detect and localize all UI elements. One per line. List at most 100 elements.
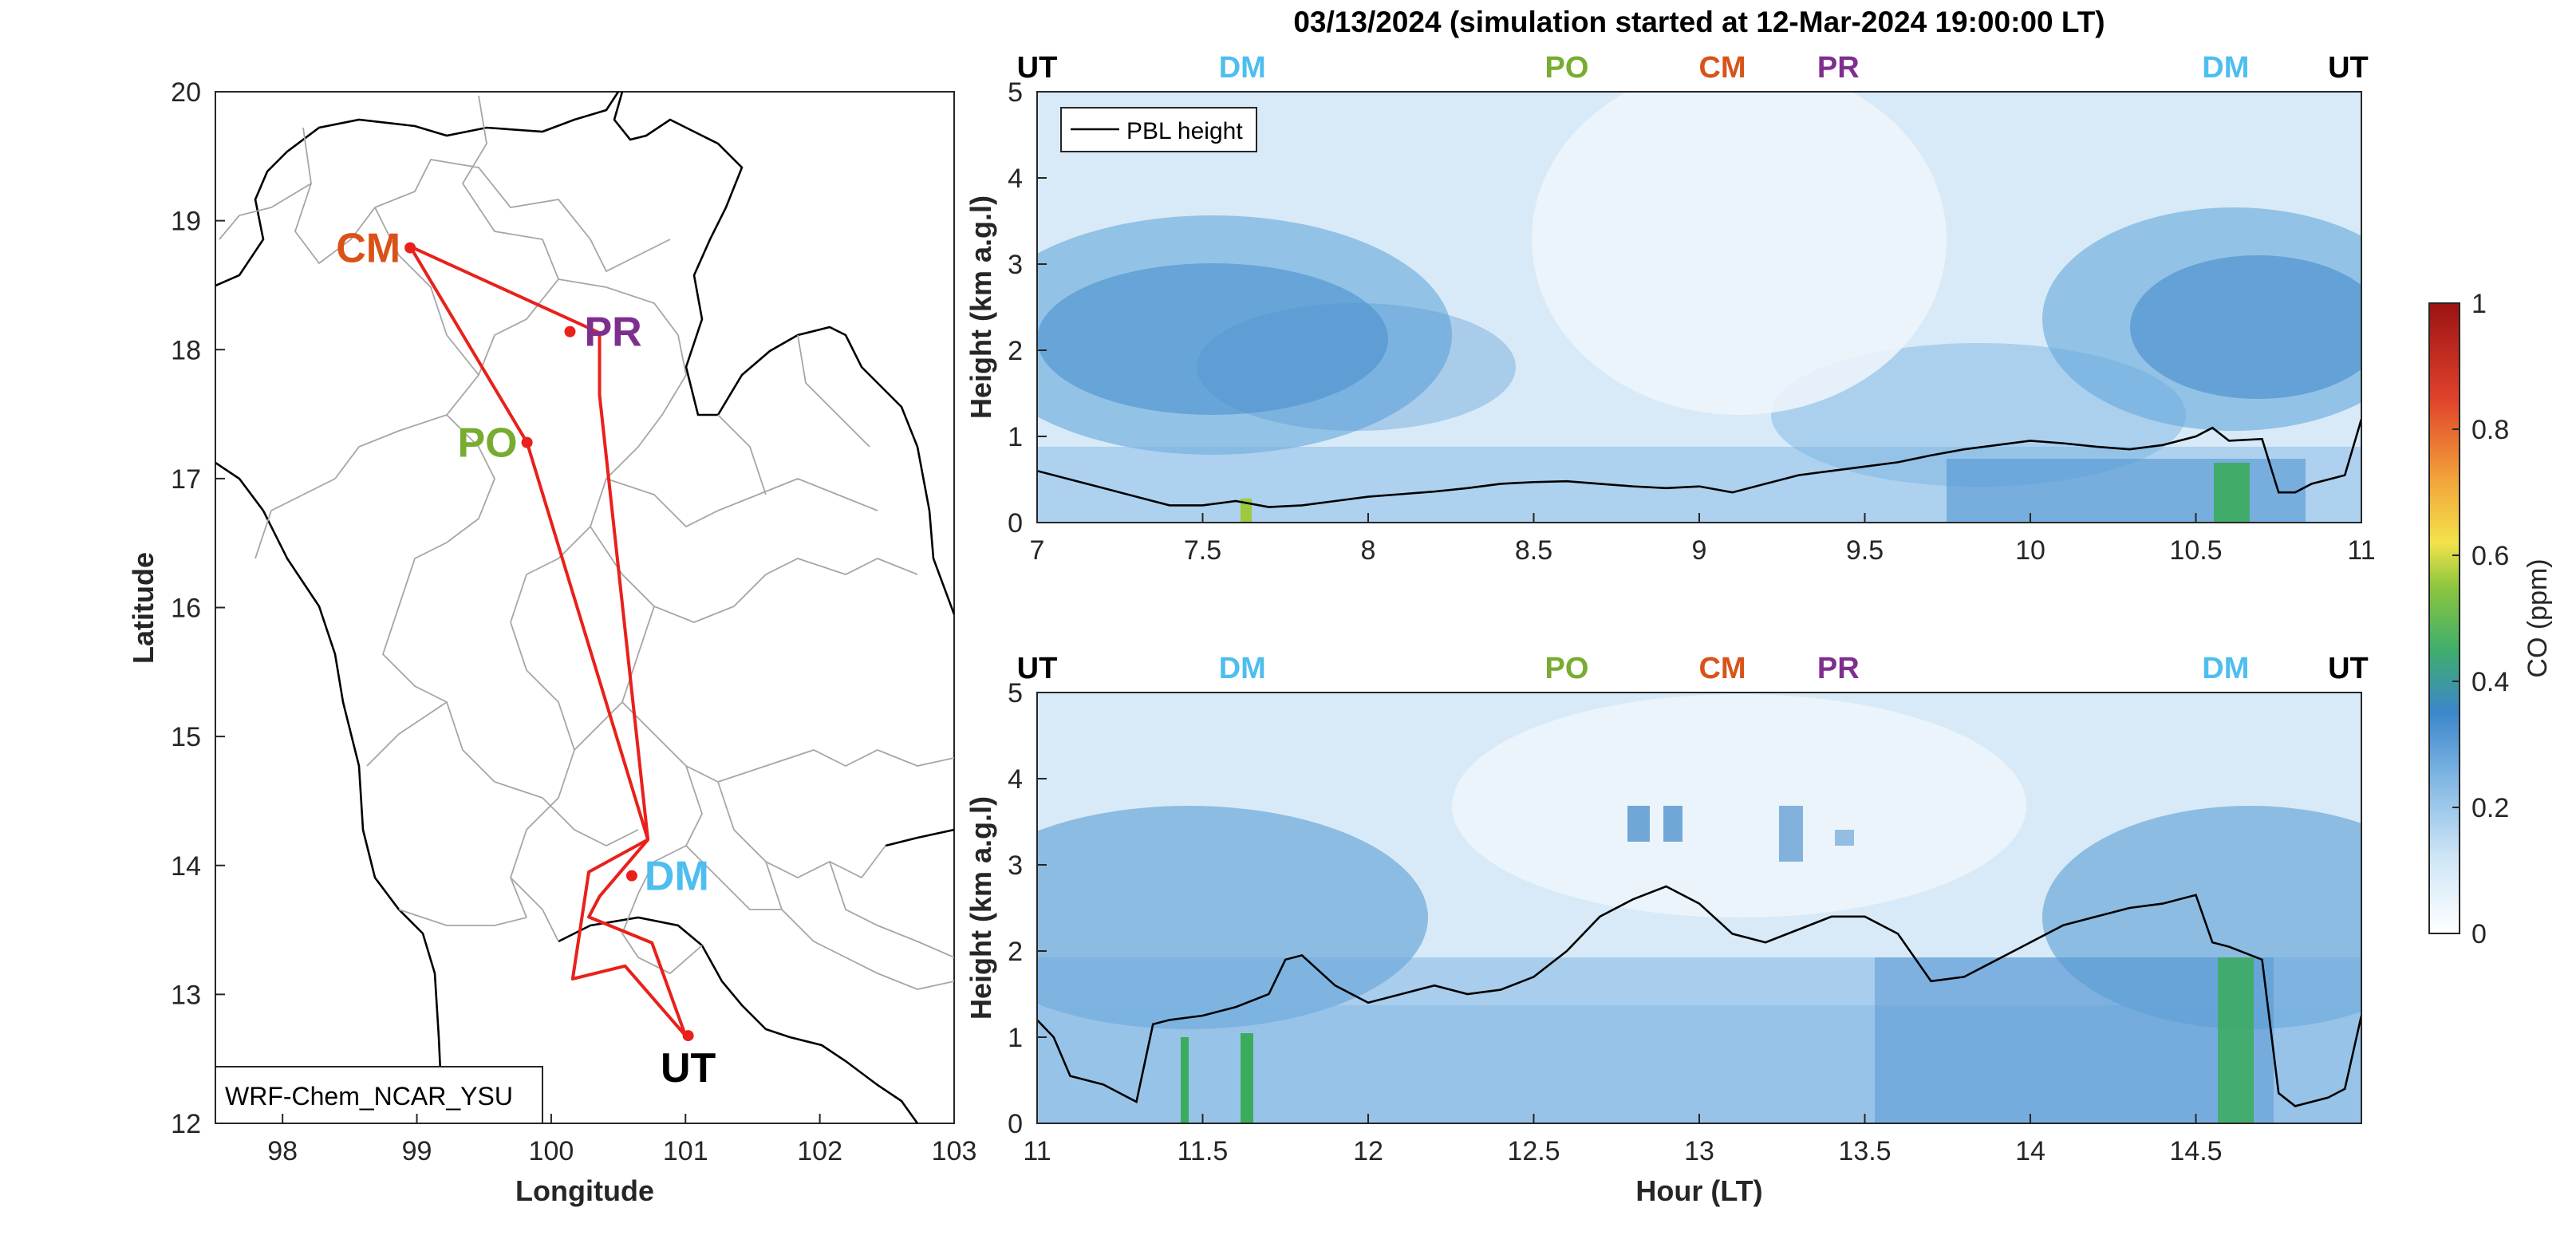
x-tick-label: 7 — [1030, 535, 1045, 566]
site-marker-pr — [564, 326, 576, 337]
site-label-cm: CM — [336, 226, 400, 272]
x-tick-label: 13 — [1684, 1136, 1714, 1166]
x-tick-label: 11.5 — [1178, 1136, 1229, 1166]
map-y-tick-label: 19 — [171, 207, 201, 237]
y-tick-label: 4 — [1008, 164, 1023, 194]
figure-title: 03/13/2024 (simulation started at 12-Mar… — [1293, 6, 2105, 38]
x-tick-label: 11 — [2347, 535, 2375, 566]
x-tick-label: 9.5 — [1846, 535, 1884, 566]
map-y-tick-label: 16 — [171, 594, 201, 624]
site-marker-po — [521, 436, 533, 448]
map-y-tick-label: 14 — [171, 851, 201, 882]
y-tick-label: 0 — [1008, 508, 1023, 539]
map-sites: CM PR PO DM UT — [336, 226, 716, 1092]
pbl-height-line-bottom — [1037, 885, 2361, 1107]
panel-bottom-y-axis-label: Height (km a.g.l) — [965, 796, 997, 1020]
panel-top-y-axis-label: Height (km a.g.l) — [965, 195, 997, 419]
y-tick-label: 1 — [1008, 422, 1023, 452]
x-tick-label: 12.5 — [1507, 1136, 1560, 1166]
y-tick-label: 4 — [1008, 764, 1023, 795]
map-y-tick-label: 17 — [171, 464, 201, 495]
site-marker-pr: PR — [1817, 51, 1860, 85]
site-marker-ut: UT — [1017, 51, 1058, 85]
map-panel: CM PR PO DM UT WRF-Chem_NCAR_YSU 98 99 100 101 1… — [127, 77, 976, 1207]
legend-label: PBL height — [1126, 118, 1243, 144]
colorbar-tick-label: 0.6 — [2471, 541, 2509, 571]
site-marker-dm: DM — [1219, 51, 1266, 85]
x-tick-label: 12 — [1353, 1136, 1383, 1166]
model-label: WRF-Chem_NCAR_YSU — [225, 1082, 513, 1111]
x-tick-label: 8 — [1361, 535, 1376, 566]
panel-top-y-ticks: 0 1 2 3 4 5 — [1008, 77, 1047, 539]
legend: PBL height — [1060, 107, 1257, 152]
map-x-tick-label: 102 — [797, 1136, 842, 1166]
site-marker-ut: UT — [2328, 652, 2369, 685]
map-y-axis-label: Latitude — [127, 552, 160, 664]
colorbar-tick-label: 0.8 — [2471, 415, 2509, 445]
x-tick-label: 11 — [1023, 1136, 1051, 1166]
panel-top-x-ticks: 7 7.5 8 8.5 9 9.5 10 10.5 11 — [1030, 513, 2376, 566]
y-tick-label: 2 — [1008, 336, 1023, 366]
x-tick-label: 8.5 — [1515, 535, 1552, 566]
map-y-tick-label: 20 — [171, 77, 201, 108]
site-marker-ut: UT — [2328, 51, 2369, 85]
site-label-po: PO — [457, 420, 517, 467]
map-x-axis-label: Longitude — [515, 1174, 654, 1207]
map-x-tick-label: 99 — [402, 1136, 432, 1166]
x-tick-label: 10 — [2015, 535, 2045, 566]
pbl-height-line-top — [1037, 419, 2361, 508]
colorbar-label: CO (ppm) — [2523, 558, 2553, 677]
map-x-tick-label: 98 — [267, 1136, 298, 1166]
colorbar-tick-label: 0.4 — [2471, 667, 2509, 697]
colorbar-tick-label: 1 — [2471, 289, 2487, 319]
y-tick-label: 3 — [1008, 250, 1023, 280]
panel-bottom-co-field — [1037, 694, 2361, 1123]
colorbar-tick-label: 0.2 — [2471, 793, 2509, 823]
co-curtain-panel-top: PBL height 7 7.5 8 8.5 9 9.5 10 10.5 11 0 1 2 3 4 5 U… — [965, 51, 2376, 566]
site-marker-dm: DM — [2202, 51, 2249, 85]
province-borders — [219, 95, 954, 990]
colorbar-ticks: 0 0.2 0.4 0.6 0.8 1 — [2452, 289, 2509, 949]
colorbar-gradient — [2428, 302, 2460, 934]
map-y-tick-label: 13 — [171, 980, 201, 1010]
panel-bottom-x-ticks: 11 11.5 12 12.5 13 13.5 14 14.5 — [1023, 1114, 2223, 1166]
site-marker-dm: DM — [1219, 652, 1266, 685]
site-label-pr: PR — [584, 310, 641, 356]
site-marker-po: PO — [1545, 51, 1589, 85]
map-x-tick-label: 101 — [663, 1136, 708, 1166]
site-marker-cm: CM — [1698, 51, 1746, 85]
map-boundaries — [215, 92, 954, 1123]
x-tick-label: 10.5 — [2169, 535, 2222, 566]
map-axes-box — [215, 91, 955, 1124]
y-tick-label: 5 — [1008, 77, 1023, 108]
map-y-tick-label: 12 — [171, 1109, 201, 1139]
y-tick-label: 2 — [1008, 937, 1023, 967]
model-label-box — [215, 1066, 543, 1124]
site-label-ut: UT — [661, 1045, 716, 1091]
site-marker-dm — [625, 870, 637, 882]
colorbar-tick-label: 0 — [2471, 919, 2487, 949]
map-x-tick-label: 103 — [932, 1136, 977, 1166]
panel-bottom-x-axis-label: Hour (LT) — [1635, 1174, 1762, 1207]
site-marker-ut — [682, 1030, 694, 1042]
colorbar: 0 0.2 0.4 0.6 0.8 1 CO (ppm) — [2428, 289, 2553, 949]
site-marker-cm: CM — [1698, 652, 1746, 685]
map-x-tick-label: 100 — [529, 1136, 574, 1166]
map-y-ticks: 12 13 14 15 16 17 18 19 20 — [171, 77, 225, 1139]
site-marker-cm — [404, 242, 416, 254]
y-tick-label: 3 — [1008, 850, 1023, 881]
map-x-ticks: 98 99 100 101 102 103 — [267, 1114, 976, 1166]
panel-bottom-site-markers: UT DM PO CM PR DM UT — [1017, 652, 2369, 685]
route-line — [408, 244, 688, 1037]
panel-top-site-markers: UT DM PO CM PR DM UT — [1017, 51, 2369, 85]
x-tick-label: 9 — [1692, 535, 1707, 566]
site-label-dm: DM — [645, 854, 709, 900]
x-tick-label: 14.5 — [2169, 1136, 2222, 1166]
site-marker-po: PO — [1545, 652, 1589, 685]
y-tick-label: 0 — [1008, 1109, 1023, 1139]
x-tick-label: 13.5 — [1838, 1136, 1891, 1166]
site-marker-ut: UT — [1017, 652, 1058, 685]
country-border — [215, 92, 954, 1123]
